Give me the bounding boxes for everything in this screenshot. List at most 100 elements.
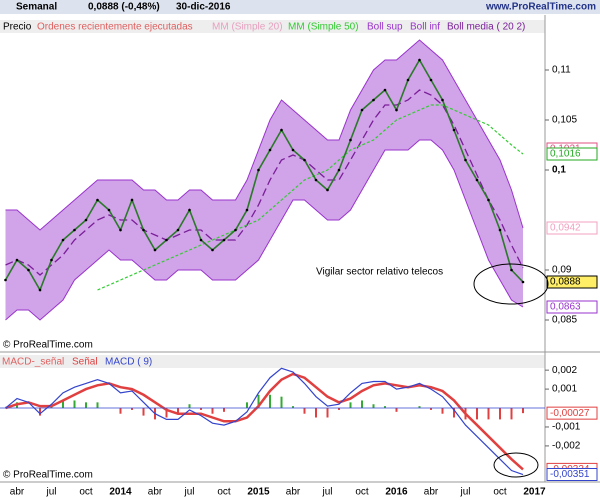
boll-sup-line	[5, 39, 524, 231]
value-marker-label: -0,00351	[550, 469, 590, 480]
histogram-bar	[372, 404, 375, 409]
legend-entry: Ordenes recientemente ejecutadas	[37, 22, 193, 33]
boll-inf-line	[5, 139, 524, 321]
price-point	[326, 188, 329, 192]
price-point	[406, 78, 410, 82]
x-tick-label: abr	[10, 487, 25, 498]
histogram-bar	[280, 396, 283, 409]
histogram-bar	[361, 400, 363, 409]
x-tick-label: 2017	[523, 487, 546, 498]
bollinger-band-fill	[5, 40, 523, 320]
annotation: Vigilar sector relativo telecos	[316, 267, 443, 278]
price-point	[452, 128, 456, 132]
price-point	[280, 128, 283, 132]
histogram-bar	[349, 402, 352, 409]
legend-entry: Boll sup	[367, 22, 403, 33]
price-point	[303, 158, 306, 162]
histogram-bar	[39, 408, 41, 416]
histogram-bar	[292, 406, 294, 409]
price-point	[84, 218, 88, 222]
price-point	[418, 58, 421, 62]
histogram-bar	[62, 400, 64, 409]
price-point	[314, 178, 318, 182]
price-point	[429, 78, 433, 82]
x-tick-label: jul	[321, 487, 332, 498]
histogram-bar	[522, 408, 524, 414]
y-tick-label: 0,001	[552, 384, 577, 395]
ma50-line	[97, 104, 524, 291]
price-point	[188, 208, 191, 212]
histogram-bar	[441, 408, 444, 414]
histogram-bar	[453, 408, 455, 418]
header-bar	[0, 0, 600, 14]
price-point	[245, 208, 249, 212]
histogram-bar	[211, 408, 214, 414]
y-tick-label: 0,085	[552, 315, 577, 326]
price-point	[38, 288, 42, 292]
price-point	[176, 228, 180, 232]
price-point	[475, 178, 479, 182]
histogram-bar	[177, 408, 179, 414]
histogram-bar	[303, 408, 306, 414]
price-point	[521, 280, 525, 284]
value-marker-label: 0,0888	[550, 277, 581, 288]
price-point	[498, 228, 502, 232]
price-point	[441, 98, 444, 102]
histogram-bar	[246, 402, 248, 409]
histogram-bar	[269, 394, 271, 409]
header-site: www.ProRealTime.com	[485, 2, 596, 13]
price-point	[222, 238, 226, 242]
credit: © ProRealTime.com	[3, 470, 93, 481]
histogram-bar	[131, 408, 133, 410]
price-point	[142, 228, 145, 232]
price-point	[349, 138, 352, 142]
value-marker	[546, 300, 598, 314]
x-tick-label: 2015	[247, 487, 270, 498]
histogram-bar	[73, 400, 76, 409]
header-date: 30-dic-2016	[176, 2, 231, 13]
price-point	[360, 108, 364, 112]
histogram-bar	[384, 406, 386, 409]
price-point	[4, 278, 7, 282]
y-tick-label: -0,002	[552, 441, 581, 452]
price-point	[96, 198, 99, 202]
price-point	[372, 98, 375, 102]
price-point	[291, 148, 295, 152]
value-marker	[546, 221, 598, 235]
price-line	[4, 58, 524, 292]
histogram-bar	[510, 408, 513, 420]
y-tick-label: -0,001	[552, 422, 581, 433]
price-point	[257, 168, 260, 172]
value-marker	[546, 406, 598, 420]
x-tick-label: oct	[493, 487, 507, 498]
legend-entry: MACD-_señal	[2, 357, 64, 368]
histogram-bar	[257, 394, 260, 409]
price-point	[61, 238, 65, 242]
legend-entry: MACD ( 9)	[105, 357, 152, 368]
x-tick-label: 2016	[385, 487, 408, 498]
histogram-bar	[430, 408, 432, 410]
histogram-bar	[326, 408, 329, 418]
price-point	[234, 228, 237, 232]
value-marker	[546, 275, 598, 289]
header-title: Semanal	[16, 2, 57, 13]
y-tick-label: 0,002	[552, 365, 577, 376]
legend-entry: Boll inf	[410, 22, 440, 33]
price-point	[464, 158, 467, 162]
y-tick-label: 0,11	[552, 65, 571, 76]
price-point	[153, 248, 157, 252]
histogram-bar	[200, 408, 202, 410]
x-tick-label: jul	[45, 487, 56, 498]
histogram-bar	[338, 408, 340, 410]
legend-entry: Señal	[72, 357, 98, 368]
x-tick-label: abr	[286, 487, 301, 498]
price-point	[383, 88, 387, 92]
value-marker	[546, 147, 598, 161]
credit: © ProRealTime.com	[3, 340, 93, 351]
price-point	[211, 248, 214, 252]
highlight-ellipse	[493, 452, 539, 478]
y-tick-label: 0,1	[552, 165, 566, 176]
value-marker-label: 0,0863	[550, 302, 581, 313]
histogram-bar	[476, 408, 478, 420]
